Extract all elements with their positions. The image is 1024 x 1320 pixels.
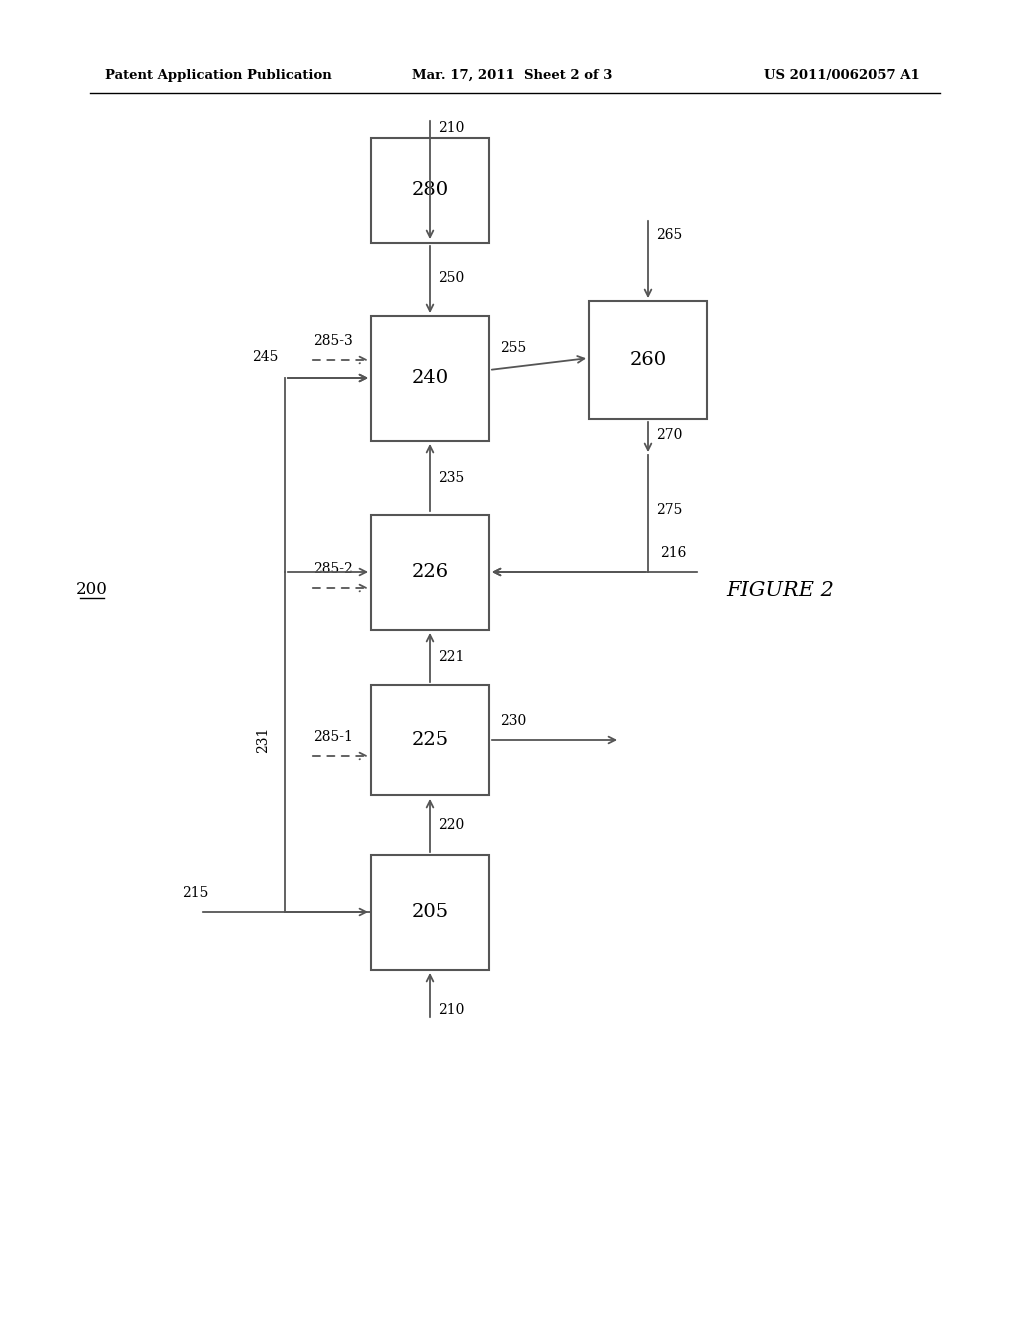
Bar xyxy=(589,301,707,418)
Text: 285-2: 285-2 xyxy=(313,562,352,576)
Text: 250: 250 xyxy=(438,271,464,285)
Text: 255: 255 xyxy=(500,341,526,355)
Bar xyxy=(371,685,489,795)
Text: 275: 275 xyxy=(656,503,682,517)
Text: Patent Application Publication: Patent Application Publication xyxy=(105,69,332,82)
Bar xyxy=(371,315,489,441)
Text: 225: 225 xyxy=(412,731,449,748)
Text: Mar. 17, 2011  Sheet 2 of 3: Mar. 17, 2011 Sheet 2 of 3 xyxy=(412,69,612,82)
Text: 200: 200 xyxy=(76,582,108,598)
Text: 226: 226 xyxy=(412,564,449,581)
Bar xyxy=(371,515,489,630)
Text: 215: 215 xyxy=(182,886,208,900)
Text: 285-3: 285-3 xyxy=(313,334,352,348)
Text: 205: 205 xyxy=(412,903,449,921)
Bar xyxy=(371,137,489,243)
Text: 216: 216 xyxy=(660,546,686,560)
Text: US 2011/0062057 A1: US 2011/0062057 A1 xyxy=(764,69,920,82)
Text: 220: 220 xyxy=(438,818,464,832)
Text: FIGURE 2: FIGURE 2 xyxy=(726,581,834,599)
Text: 235: 235 xyxy=(438,471,464,484)
Text: 270: 270 xyxy=(656,428,682,442)
Text: 230: 230 xyxy=(500,714,526,729)
Text: 260: 260 xyxy=(630,351,667,370)
Bar xyxy=(371,854,489,969)
Text: 240: 240 xyxy=(412,370,449,387)
Text: 265: 265 xyxy=(656,228,682,242)
Text: 210: 210 xyxy=(438,121,464,135)
Text: 285-1: 285-1 xyxy=(313,730,353,744)
Text: 231: 231 xyxy=(256,727,270,754)
Text: 280: 280 xyxy=(412,181,449,199)
Text: 210: 210 xyxy=(438,1003,464,1016)
Text: 245: 245 xyxy=(252,350,279,364)
Text: 221: 221 xyxy=(438,649,464,664)
